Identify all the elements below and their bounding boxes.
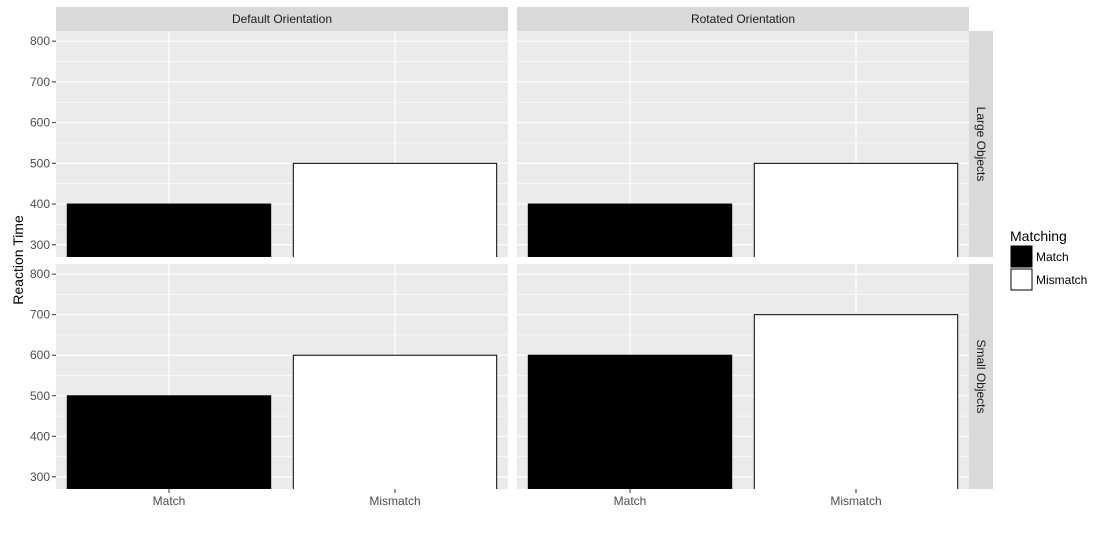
panel-2-2 [517,264,969,489]
strip-background [969,31,993,257]
x-tick-label: Match [614,494,647,508]
column-strip: Default Orientation [56,7,508,31]
y-tick-label: 600 [30,348,50,362]
y-tick-label: 700 [30,75,50,89]
strips-layer: Default Orientation Rotated Orientation La… [56,7,993,489]
bars [527,314,959,489]
bars [66,162,498,257]
y-tick-label: 800 [30,34,50,48]
legend-key-mismatch [1010,268,1033,291]
strip-background [517,7,969,31]
y-tick-label: 600 [30,116,50,130]
y-tick-label: 700 [30,308,50,322]
bar-mismatch [292,354,498,489]
y-tick-label: 500 [30,389,50,403]
x-tick-label: Mismatch [369,494,420,508]
bar-mismatch [753,162,959,257]
bar-mismatch [292,162,498,257]
bar-match [527,354,733,489]
strip-background [56,7,508,31]
y-tick-label: 500 [30,156,50,170]
bars [527,162,959,257]
column-strip-label: Rotated Orientation [691,12,795,26]
x-tick-label: Mismatch [830,494,881,508]
legend-label-match: Match [1036,250,1069,264]
panel-1-2 [517,31,969,257]
y-tick-label: 400 [30,197,50,211]
row-strip: Small Objects [969,264,993,489]
bars [66,354,498,489]
column-strip: Rotated Orientation [517,7,969,31]
row-strip-label: Large Objects [974,107,988,182]
y-tick-label: 400 [30,429,50,443]
bar-mismatch [753,314,959,489]
strip-background [969,264,993,489]
column-strip-label: Default Orientation [232,12,332,26]
legend: Matching Match Mismatch [1010,228,1087,291]
y-tick-label: 300 [30,238,50,252]
y-tick-label: 800 [30,267,50,281]
panel-2-1 [56,264,508,489]
legend-key-match [1010,245,1033,268]
bar-match [66,395,272,489]
panel-1-1 [56,31,508,257]
bar-match [66,203,272,257]
panels-layer [56,31,969,489]
legend-title: Matching [1010,228,1067,244]
row-strip: Large Objects [969,31,993,257]
y-axis-title: Reaction Time [10,215,26,305]
x-tick-label: Match [153,494,186,508]
row-strip-label: Small Objects [974,339,988,413]
bar-match [527,203,733,257]
legend-label-mismatch: Mismatch [1036,273,1087,287]
y-tick-label: 300 [30,470,50,484]
axes-layer: 300 400 500 600 700 800 300 400 500 600 700 800 Matc… [30,34,882,508]
